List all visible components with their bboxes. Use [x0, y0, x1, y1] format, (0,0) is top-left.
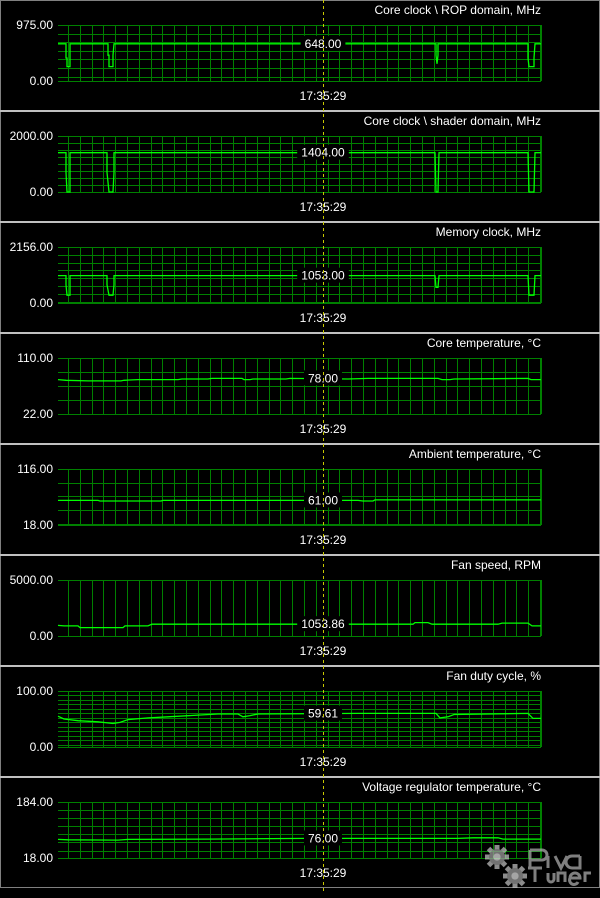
current-value-label: 76.00: [308, 831, 338, 845]
current-value-label: 59.61: [308, 707, 338, 721]
data-trace: [58, 499, 541, 502]
min-value-label: 0.00: [30, 629, 54, 643]
current-value-background: [304, 830, 342, 846]
current-value-background: [297, 267, 349, 283]
graph-title: Memory clock, MHz: [436, 225, 541, 239]
gear-tooth: [494, 863, 500, 869]
panel-separator: [0, 443, 600, 445]
graph-title: Fan speed, RPM: [451, 558, 541, 572]
max-value-label: 2156.00: [10, 240, 54, 254]
data-trace: [57, 712, 541, 725]
panel-separator: [0, 221, 600, 223]
graph-panel[interactable]: Ambient temperature, °C116.0018.0061.001…: [0, 443, 600, 555]
max-value-label: 110.00: [17, 351, 53, 365]
data-trace: [58, 152, 541, 193]
graph-title: Ambient temperature, °C: [409, 447, 542, 461]
min-value-label: 18.00: [23, 851, 53, 865]
graph-title: Fan duty cycle, %: [446, 669, 541, 683]
max-value-label: 2000.00: [10, 129, 54, 143]
logo-tuner-lettering: [528, 866, 591, 886]
min-value-label: 0.00: [30, 74, 54, 88]
min-value-label: 18.00: [23, 518, 53, 532]
graph-panel[interactable]: Core clock \ shader domain, MHz 2000.00 0.…: [0, 110, 600, 222]
panel-frame: [0, 0, 600, 111]
graph-panel[interactable]: Voltage regulator temperature, °C 184.00 1…: [0, 776, 600, 888]
gear-hub: [511, 872, 519, 880]
graph-panel[interactable]: Core clock \ ROP domain, MHz975.000.0064…: [0, 0, 600, 111]
max-value-label: 975.00: [16, 18, 53, 32]
panel-frame: [0, 777, 600, 888]
panel-separator: [0, 110, 600, 112]
min-value-label: 22.00: [23, 407, 53, 421]
graph-panel[interactable]: Core temperature, °C110.0022.0078.0017:3…: [0, 332, 600, 444]
data-trace: [58, 43, 541, 68]
data-trace: [57, 377, 541, 382]
min-value-label: 0.00: [30, 296, 54, 310]
gear-icon: [485, 845, 509, 869]
data-trace: [58, 274, 541, 296]
gear-tooth: [512, 864, 518, 870]
rivatuner-logo: [485, 845, 591, 888]
panel-separator: [0, 776, 600, 778]
data-trace: [57, 621, 541, 629]
graph-panel[interactable]: Memory clock, MHz2156.000.001053.0017:35…: [0, 221, 600, 333]
logo-riva-lettering: [528, 848, 582, 872]
min-value-label: 0.00: [30, 185, 54, 199]
graph-title: Voltage regulator temperature, °C: [362, 780, 541, 794]
graph-title: Core clock \ ROP domain, MHz: [375, 3, 542, 17]
max-value-label: 184.00: [16, 795, 53, 809]
graph-title: Core clock \ shader domain, MHz: [364, 114, 541, 128]
min-value-label: 0.00: [30, 740, 54, 754]
graph-title: Core temperature, °C: [427, 336, 542, 350]
current-value-background: [304, 370, 342, 386]
current-value-label: 1053.00: [301, 269, 345, 283]
current-value-background: [297, 616, 349, 632]
max-value-label: 116.00: [17, 462, 53, 476]
data-trace: [57, 837, 541, 841]
max-value-label: 100.00: [16, 684, 53, 698]
max-value-label: 5000.00: [10, 573, 54, 587]
panel-separator: [0, 665, 600, 667]
gear-hub: [493, 853, 501, 861]
panel-separator: [0, 332, 600, 334]
gear-tooth: [512, 882, 518, 888]
gear-tooth: [494, 845, 500, 851]
current-value-background: [304, 705, 342, 721]
gear-icon: [503, 864, 527, 888]
panel-frame: [0, 111, 600, 222]
panel-separator: [0, 554, 600, 556]
